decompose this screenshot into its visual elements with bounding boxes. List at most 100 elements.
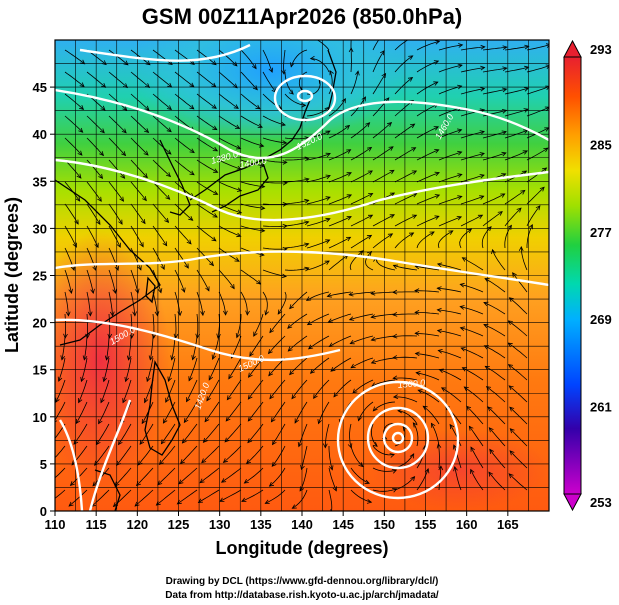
streamline [240,71,258,90]
streamline-arrowhead [434,149,440,154]
streamline [122,379,132,403]
colorbar-tick-label: 293 [590,42,612,57]
streamline-arrowhead [82,355,88,361]
streamline [174,93,195,110]
streamline-arrowhead [232,83,238,89]
streamline-arrowhead [177,311,183,317]
streamline [283,49,286,74]
streamline-arrowhead [124,376,129,383]
streamline-arrowhead [461,257,467,262]
streamline [438,216,462,227]
streamline-arrowhead [366,499,373,504]
streamline-arrowhead [206,396,211,402]
streamline [152,115,172,133]
streamline [370,423,378,447]
streamline [108,225,121,248]
streamline [318,401,330,424]
streamline-arrowhead [388,146,394,151]
streamline [461,347,484,359]
streamline-arrowhead [457,150,463,156]
streamline-arrowhead [392,394,399,399]
streamline [174,247,189,269]
streamline [394,170,417,183]
streamline-arrowhead [222,458,228,463]
streamline-arrowhead [264,499,270,504]
streamline-arrowhead [501,130,507,135]
streamline [449,424,462,447]
streamline [328,98,346,117]
streamline [301,445,308,470]
streamline-arrowhead [224,437,230,443]
streamline-arrowhead [200,310,205,317]
streamline [412,422,419,447]
streamline [196,71,217,88]
streamline-arrowhead [178,479,184,485]
streamline [212,335,220,360]
streamline-arrowhead [208,375,214,381]
streamline-arrowhead [260,228,266,233]
streamline [504,225,512,249]
streamline-arrowhead [165,194,171,200]
streamline [470,447,484,469]
streamline-arrowhead [387,233,394,238]
streamline-arrowhead [101,60,107,66]
streamline [262,159,287,163]
streamline-arrowhead [485,386,492,391]
streamline [482,193,505,205]
streamline-arrowhead [367,250,373,256]
streamline-arrowhead [434,171,440,177]
streamline [289,291,308,309]
streamline [416,172,440,183]
streamline [196,225,217,242]
streamline-arrowhead [352,388,358,394]
streamline-arrowhead [507,224,512,230]
streamline-arrowhead [291,394,297,400]
streamline [372,233,393,249]
streamline [299,467,308,492]
streamline [64,225,77,248]
streamline [246,445,264,464]
streamline [146,357,154,382]
streamline [350,214,373,227]
streamline-arrowhead [179,459,185,465]
streamline-arrowhead [236,187,243,192]
streamline [163,401,176,424]
streamline [199,467,220,484]
streamline-arrowhead [438,368,444,374]
streamline [64,115,83,133]
streamline-arrowhead [144,128,150,134]
streamline-arrowhead [112,288,117,294]
streamline-arrowhead [297,442,303,448]
streamline [78,379,88,403]
streamline-arrowhead [116,460,121,466]
streamline-arrowhead [141,418,147,425]
streamline [174,71,195,88]
streamline [108,247,119,271]
streamline [520,246,528,271]
x-tick-label: 150 [373,517,395,532]
streamline [218,93,239,109]
streamline-arrowhead [440,387,447,392]
streamline-arrowhead [134,501,140,507]
x-tick-label: 125 [168,517,190,532]
streamline [460,195,484,205]
streamline-arrowhead [544,106,549,111]
streamline [372,122,392,139]
streamline-arrowhead [368,193,374,198]
streamline [394,55,413,73]
streamline [415,312,440,315]
streamline-arrowhead [392,488,398,493]
streamline-arrowhead [436,328,443,334]
streamline [240,225,265,232]
streamline [350,335,374,344]
streamline-arrowhead [101,82,107,88]
streamline-arrowhead [205,286,210,292]
streamline-arrowhead [211,82,217,88]
streamline [460,131,485,139]
streamline [437,263,462,271]
streamline-arrowhead [68,288,73,294]
streamline [460,306,484,315]
streamline [488,427,506,447]
streamline [118,423,132,445]
streamline [152,137,172,155]
